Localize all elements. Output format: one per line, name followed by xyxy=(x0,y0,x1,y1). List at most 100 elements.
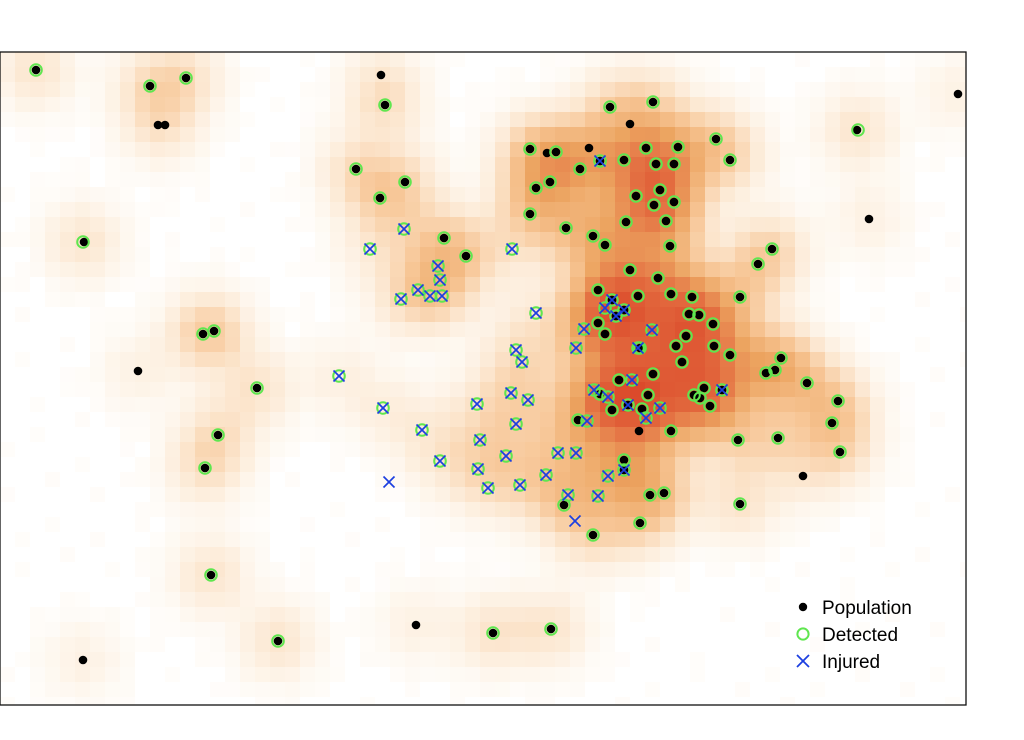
heatmap-cell xyxy=(795,292,810,307)
heatmap-cell xyxy=(60,127,75,142)
heatmap-cell xyxy=(810,247,825,262)
heatmap-cell xyxy=(390,67,405,82)
heatmap-cell xyxy=(225,52,240,67)
detected-point xyxy=(646,367,660,381)
heatmap-cell xyxy=(150,157,165,172)
population-point xyxy=(651,159,661,169)
heatmap-cell xyxy=(315,352,330,367)
heatmap-cell xyxy=(840,97,855,112)
heatmap-cell xyxy=(795,217,810,232)
heatmap-cell xyxy=(135,112,150,127)
heatmap-cell xyxy=(195,367,210,382)
heatmap-cell xyxy=(375,112,390,127)
injured-point xyxy=(631,341,645,355)
heatmap-cell xyxy=(330,82,345,97)
heatmap-cell xyxy=(540,352,555,367)
heatmap-cell xyxy=(150,202,165,217)
heatmap-cell xyxy=(180,457,195,472)
heatmap-cell xyxy=(735,217,750,232)
heatmap-cell xyxy=(225,97,240,112)
heatmap-cell xyxy=(150,322,165,337)
heatmap-cell xyxy=(705,412,720,427)
heatmap-cell xyxy=(765,397,780,412)
heatmap-cell xyxy=(375,517,390,532)
heatmap-cell xyxy=(855,157,870,172)
detected-point xyxy=(471,462,485,476)
heatmap-cell xyxy=(570,547,585,562)
heatmap-cell xyxy=(660,52,675,67)
heatmap-cell xyxy=(705,457,720,472)
heatmap-cell xyxy=(705,67,720,82)
heatmap-cell xyxy=(720,397,735,412)
population-point xyxy=(767,244,777,254)
heatmap-cell xyxy=(240,487,255,502)
heatmap-cell xyxy=(870,97,885,112)
heatmap-cell xyxy=(705,532,720,547)
heatmap-cell xyxy=(600,112,615,127)
heatmap-cell xyxy=(600,427,615,442)
heatmap-cell xyxy=(870,82,885,97)
heatmap-cell xyxy=(555,277,570,292)
heatmap-cell xyxy=(555,652,570,667)
heatmap-cell xyxy=(540,607,555,622)
heatmap-cell xyxy=(855,142,870,157)
heatmap-cell xyxy=(795,247,810,262)
population-point xyxy=(380,100,390,110)
heatmap-cell xyxy=(360,172,375,187)
population-point xyxy=(573,415,583,425)
heatmap-cell xyxy=(135,517,150,532)
heatmap-cell xyxy=(885,412,900,427)
heatmap-cell xyxy=(360,457,375,472)
heatmap-cell xyxy=(555,157,570,172)
heatmap-cell xyxy=(285,337,300,352)
heatmap-cell xyxy=(705,547,720,562)
heatmap-cell xyxy=(75,382,90,397)
detected-point xyxy=(433,273,447,287)
heatmap-cell xyxy=(375,562,390,577)
heatmap-cell xyxy=(165,142,180,157)
heatmap-cell xyxy=(360,307,375,322)
heatmap-cell xyxy=(465,652,480,667)
heatmap-cell xyxy=(870,427,885,442)
heatmap-cell xyxy=(750,157,765,172)
heatmap-cell xyxy=(180,127,195,142)
heatmap-cell xyxy=(240,82,255,97)
heatmap-cell xyxy=(615,487,630,502)
heatmap-cell xyxy=(210,442,225,457)
heatmap-cell xyxy=(825,517,840,532)
heatmap-cell xyxy=(165,202,180,217)
heatmap-cell xyxy=(300,427,315,442)
heatmap-cell xyxy=(315,637,330,652)
population-point xyxy=(561,223,571,233)
heatmap-cell xyxy=(450,277,465,292)
heatmap-cell xyxy=(570,397,585,412)
heatmap-cell xyxy=(855,502,870,517)
heatmap-cell xyxy=(75,697,90,705)
heatmap-cell xyxy=(45,112,60,127)
heatmap-cell xyxy=(780,277,795,292)
detected-point xyxy=(692,308,706,322)
heatmap-cell xyxy=(510,82,525,97)
detected-point xyxy=(561,488,575,502)
heatmap-cell xyxy=(960,67,966,82)
injured-point xyxy=(569,341,583,355)
detected-point xyxy=(612,373,626,387)
heatmap-cell xyxy=(210,262,225,277)
detected-point xyxy=(332,369,346,383)
heatmap-cell xyxy=(360,382,375,397)
detected-point xyxy=(641,388,655,402)
heatmap-cell xyxy=(705,97,720,112)
heatmap-cell xyxy=(420,577,435,592)
heatmap-cell xyxy=(450,682,465,697)
injured-point xyxy=(591,489,605,503)
heatmap-cell xyxy=(90,337,105,352)
heatmap-cell xyxy=(930,67,945,82)
heatmap-cell xyxy=(330,232,345,247)
injured-point xyxy=(481,481,495,495)
heatmap-cell xyxy=(195,142,210,157)
heatmap-cell xyxy=(960,352,966,367)
population-point xyxy=(705,401,715,411)
heatmap-cell xyxy=(525,547,540,562)
heatmap-cell xyxy=(630,247,645,262)
heatmap-cell xyxy=(360,397,375,412)
